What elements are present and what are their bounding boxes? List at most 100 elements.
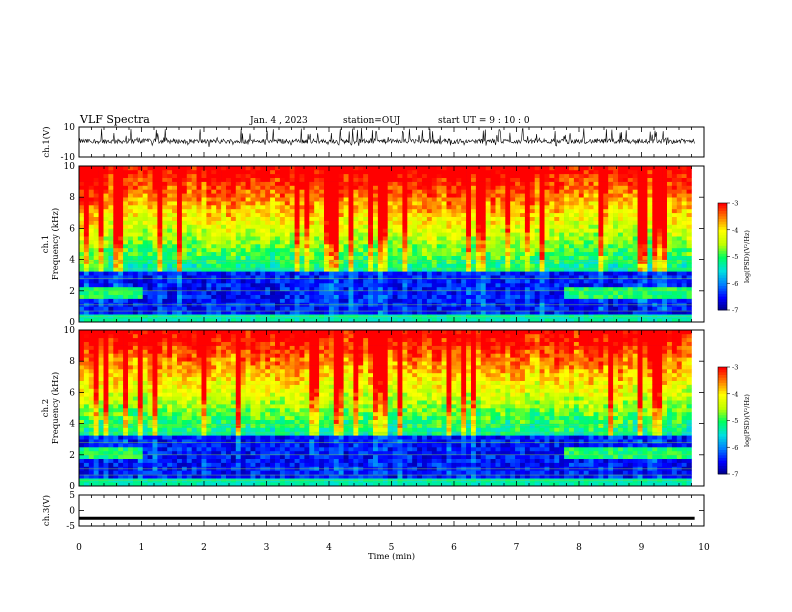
ch1-spectrogram-cell — [529, 298, 535, 303]
ch1-spectrogram-cell — [495, 255, 501, 260]
ch1-spectrogram-cell — [191, 201, 197, 206]
ch1-spectrogram-cell — [495, 290, 501, 295]
ch1-spectrogram-cell — [417, 267, 423, 272]
ch1-spectrogram-cell — [373, 232, 379, 237]
ch1-spectrogram-cell — [485, 181, 491, 186]
ch1-spectrogram-cell — [461, 236, 467, 241]
ch1-spectrogram-cell — [622, 181, 629, 186]
ch1-spectrogram-cell — [436, 177, 442, 182]
ch1-spectrogram-cell — [520, 189, 526, 194]
ch1-spectrogram-cell — [544, 247, 550, 253]
ch1-spectrogram-cell — [152, 212, 158, 217]
ch1-spectrogram-cell — [451, 189, 457, 194]
ch1-spectrogram-cell — [358, 232, 364, 237]
ch1-spectrogram-cell — [324, 189, 330, 194]
ch1-spectrogram-cell — [392, 259, 398, 264]
ch1-spectrogram-cell — [647, 298, 653, 303]
ch1-spectrogram — [79, 166, 692, 323]
ch1-spectrogram-cell — [245, 294, 251, 299]
ch1-spectrogram-cell — [632, 197, 638, 202]
ch1-spectrogram-cell — [373, 205, 379, 210]
ch1-spectrogram-cell — [123, 189, 129, 194]
ch1-spectrogram-cell — [549, 232, 555, 237]
ch1-spectrogram-cell — [539, 189, 545, 194]
ch1-spectrogram-cell — [657, 306, 663, 311]
ch1-spectrogram-cell — [235, 275, 241, 280]
ch1-spectrogram-cell — [402, 232, 408, 237]
ch1-spectrogram-cell — [226, 197, 232, 202]
ch1-spectrogram-cell — [642, 224, 648, 229]
ch1-spectrogram-cell — [132, 318, 139, 323]
ch1-spectrogram-cell — [216, 208, 222, 214]
ch1-spectrogram-cell — [402, 228, 408, 233]
ch1-spectrogram-cell — [510, 232, 516, 237]
ch1-spectrogram-cell — [255, 193, 261, 198]
ch1-spectrogram-cell — [309, 181, 315, 186]
ch1-spectrogram-cell — [363, 185, 369, 190]
ch1-spectrogram-cell — [657, 244, 663, 249]
ch1-spectrogram-cell — [441, 267, 447, 272]
ch1-spectrogram-cell — [466, 220, 472, 225]
ch1-spectrogram-cell — [186, 216, 192, 221]
ch1-spectrogram-cell — [559, 193, 565, 198]
ch1-spectrogram-cell — [412, 267, 418, 272]
ch1-spectrogram-cell — [98, 247, 104, 253]
ch1-spectrogram-cell — [338, 263, 344, 268]
ch1-spectrogram-cell — [299, 259, 305, 264]
ch1-spectrogram-cell — [657, 224, 663, 229]
ch1-spectrogram-cell — [216, 236, 222, 241]
ch1-spectrogram-cell — [221, 208, 227, 214]
ch1-spectrogram-cell — [147, 306, 153, 311]
ch1-spectrogram-cell — [260, 232, 266, 237]
ch1-spectrogram-cell — [245, 251, 251, 256]
ch1-spectrogram-cell — [387, 247, 393, 253]
ch1-spectrogram-cell — [270, 318, 276, 323]
ch1-spectrogram-cell — [583, 247, 589, 253]
ch1-spectrogram-cell — [88, 283, 94, 288]
ch1-spectrogram-cell — [524, 228, 531, 233]
ch1-spectrogram-cell — [559, 247, 565, 253]
ch1-spectrogram-cell — [206, 310, 212, 315]
ch1-spectrogram-cell — [304, 236, 310, 241]
ch1-spectrogram-cell — [338, 185, 344, 190]
ch1-spectrogram-cell — [642, 263, 648, 268]
ch1-spectrogram-cell — [622, 173, 629, 178]
ch1-spectrogram-cell — [520, 193, 526, 198]
ch1-spectrogram-cell — [490, 173, 496, 178]
ch1-spectrogram-cell — [181, 255, 188, 260]
ch1-spectrogram-cell — [270, 275, 276, 280]
ch1-spectrogram-cell — [353, 259, 359, 264]
ch1-spectrogram-cell — [265, 318, 271, 323]
ch1-spectrogram-cell — [328, 255, 335, 260]
ch1-spectrogram-cell — [436, 310, 442, 315]
ch1-spectrogram-cell — [608, 259, 614, 264]
ch1-spectrogram-cell — [578, 251, 584, 256]
ch1-spectrogram-cell — [142, 286, 148, 292]
ch1-spectrogram-cell — [544, 240, 550, 245]
ch1-spectrogram-cell — [412, 279, 418, 284]
ch1-spectrogram-cell — [534, 181, 540, 186]
ch1-spectrogram-cell — [539, 205, 545, 210]
ch1-spectrogram-cell — [485, 290, 491, 295]
ch1-spectrogram-cell — [647, 259, 653, 264]
ch1-spectrogram-cell — [275, 240, 281, 245]
ch1-spectrogram-cell — [505, 232, 511, 237]
ch1-spectrogram-cell — [441, 298, 447, 303]
ch1-spectrogram-cell — [456, 298, 462, 303]
ch1-spectrogram-cell — [505, 224, 511, 229]
ch1-spectrogram-cell — [167, 283, 173, 288]
ch1-spectrogram-cell — [353, 212, 359, 217]
ch1-spectrogram-cell — [128, 279, 134, 284]
ch1-spectrogram-cell — [598, 181, 604, 186]
ch1-spectrogram-cell — [373, 310, 379, 315]
ch1-spectrogram-cell — [392, 169, 398, 175]
ch1-spectrogram-cell — [603, 255, 609, 260]
ch1-spectrogram-cell — [662, 259, 668, 264]
ch1-spectrogram-cell — [103, 298, 109, 303]
ch1-spectrogram-cell — [118, 228, 124, 233]
ch1-spectrogram-cell — [373, 263, 379, 268]
ch1-spectrogram-cell — [549, 208, 555, 214]
ch1-spectrogram-cell — [289, 240, 295, 245]
ch1-spectrogram-cell — [622, 247, 629, 253]
ch1-spectrogram-cell — [657, 205, 663, 210]
